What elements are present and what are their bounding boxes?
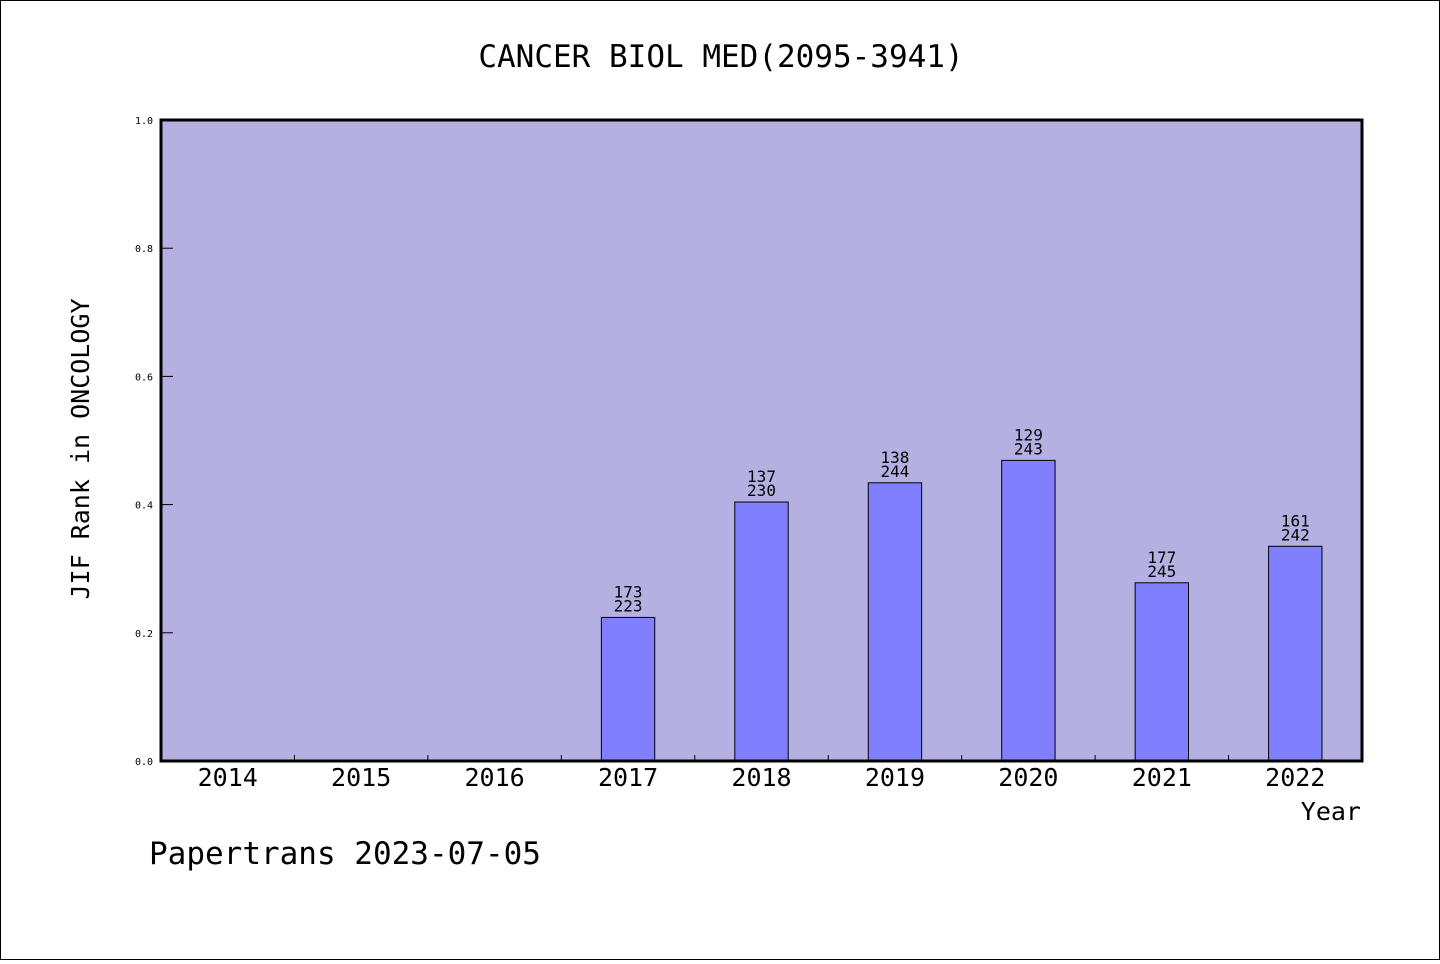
bar-rank-label: 173 [614, 582, 643, 601]
bar-series [600, 459, 1323, 762]
bar-total-label: 245 [1147, 562, 1176, 581]
plot-border [159, 118, 1364, 763]
x-tick-label: 2015 [331, 763, 391, 792]
bar-total-label: 223 [614, 596, 643, 615]
y-axis-label: JIF Rank in ONCOLOGY [66, 298, 95, 599]
bar-rank-label: 138 [880, 448, 909, 467]
y-tick-label: 0.2 [135, 629, 153, 640]
bar-total-label: 242 [1281, 525, 1310, 544]
x-tick-label: 2016 [465, 763, 525, 792]
bar-total-label: 243 [1014, 439, 1043, 458]
bar-rank-label: 137 [747, 467, 776, 486]
bar-rank-label: 177 [1147, 548, 1176, 567]
bar-rank-label: 129 [1014, 425, 1043, 444]
x-tick-label: 2019 [865, 763, 925, 792]
bar [1001, 459, 1056, 762]
bar [600, 616, 656, 762]
bar-total-label: 230 [747, 481, 776, 500]
footer-text: Papertrans 2023-07-05 [149, 836, 541, 872]
y-tick-label: 0.6 [135, 372, 153, 383]
x-tick-label: 2020 [998, 763, 1058, 792]
x-tick-label: 2017 [598, 763, 658, 792]
x-tick-label: 2022 [1265, 763, 1325, 792]
x-tick-label: 2021 [1132, 763, 1192, 792]
x-axis: 2014 2015 2016 2017 2018 2019 2020 2021 2022 [198, 755, 1325, 792]
bar-rank-label: 161 [1281, 511, 1310, 530]
y-tick-label: 0.0 [135, 757, 153, 768]
bar-total-label: 244 [880, 462, 909, 481]
chart-title: CANCER BIOL MED(2095-3941) [478, 39, 963, 75]
bar [867, 482, 923, 762]
bar [1134, 582, 1190, 762]
y-tick-label: 0.8 [135, 244, 153, 255]
x-tick-label: 2018 [731, 763, 791, 792]
bar [1268, 545, 1323, 762]
bar [734, 501, 789, 762]
y-tick-label: 1.0 [135, 116, 153, 127]
y-tick-label: 0.4 [135, 501, 153, 512]
x-axis-label: Year [1301, 797, 1361, 826]
x-tick-label: 2014 [198, 763, 258, 792]
